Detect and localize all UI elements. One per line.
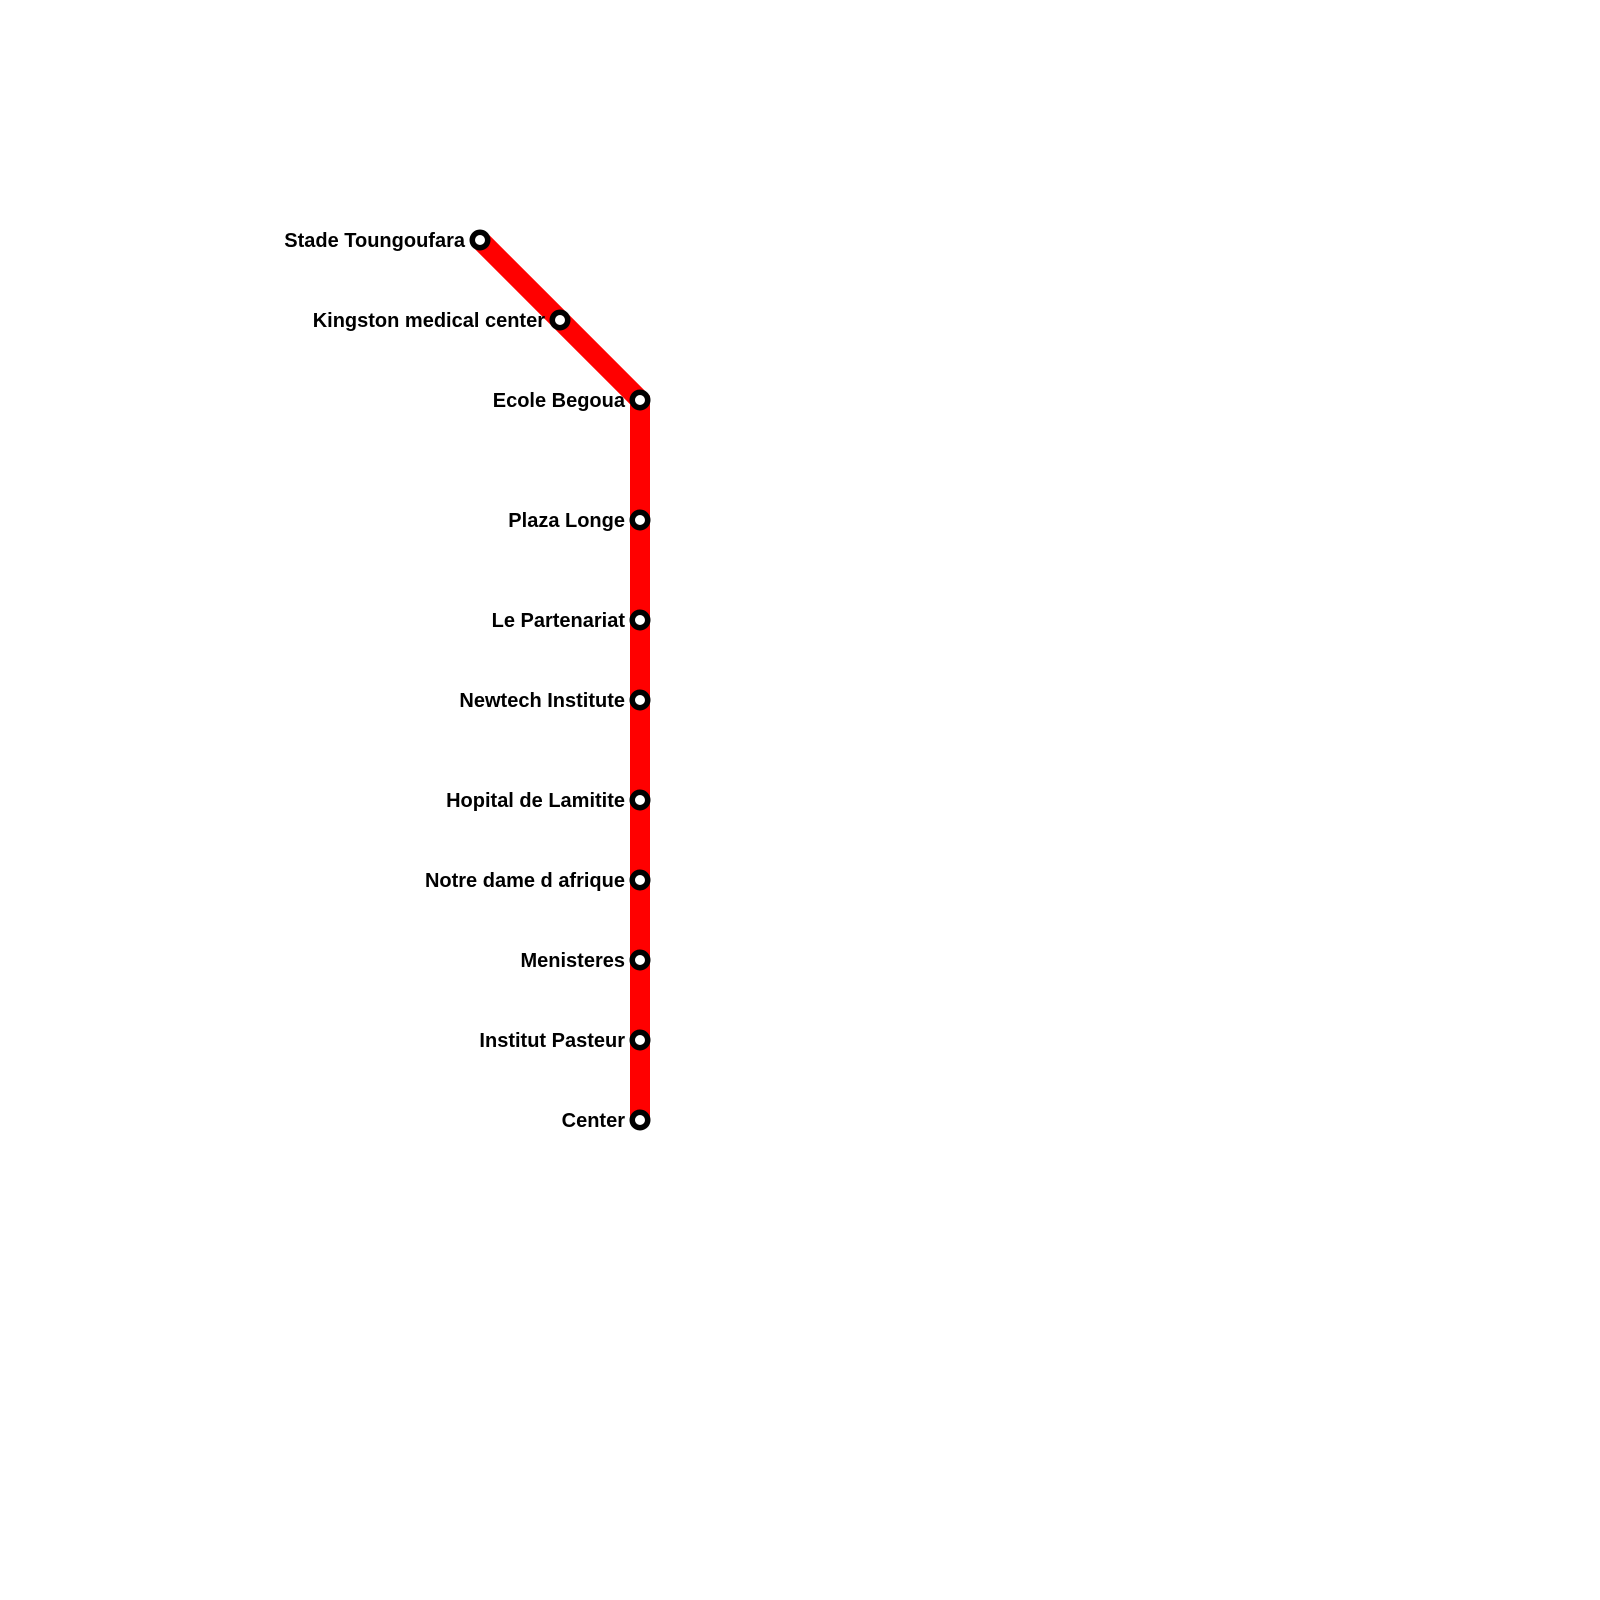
- station: Kingston medical center: [313, 309, 571, 332]
- station-marker: [549, 309, 571, 331]
- station: Plaza Longe: [508, 509, 651, 532]
- station: Stade Toungoufara: [284, 229, 491, 252]
- station-marker: [629, 1109, 651, 1131]
- station: Hopital de Lamitite: [446, 789, 651, 812]
- station-label: Menisteres: [521, 950, 626, 972]
- station-marker: [629, 869, 651, 891]
- station-marker: [629, 689, 651, 711]
- station-marker: [629, 389, 651, 411]
- station-label: Notre dame d afrique: [425, 870, 625, 892]
- station-label: Kingston medical center: [313, 310, 545, 332]
- metro-line-path: [472, 232, 650, 1120]
- station: Le Partenariat: [492, 609, 651, 632]
- station-label: Hopital de Lamitite: [446, 790, 625, 812]
- station-label: Center: [562, 1110, 626, 1132]
- station: Ecole Begoua: [493, 389, 651, 412]
- station: Newtech Institute: [459, 689, 651, 712]
- station: Center: [562, 1109, 651, 1132]
- station: Notre dame d afrique: [425, 869, 651, 892]
- station-marker: [629, 609, 651, 631]
- station-label: Plaza Longe: [508, 510, 625, 532]
- station-label: Le Partenariat: [492, 610, 626, 632]
- station-marker: [629, 509, 651, 531]
- station-marker: [629, 789, 651, 811]
- station-label: Newtech Institute: [459, 690, 625, 712]
- station-label: Ecole Begoua: [493, 390, 626, 412]
- station: Menisteres: [521, 949, 651, 972]
- station: Institut Pasteur: [479, 1029, 651, 1052]
- station-marker: [629, 949, 651, 971]
- station-marker: [629, 1029, 651, 1051]
- station-marker: [469, 229, 491, 251]
- station-label: Stade Toungoufara: [284, 230, 466, 252]
- station-label: Institut Pasteur: [479, 1030, 625, 1052]
